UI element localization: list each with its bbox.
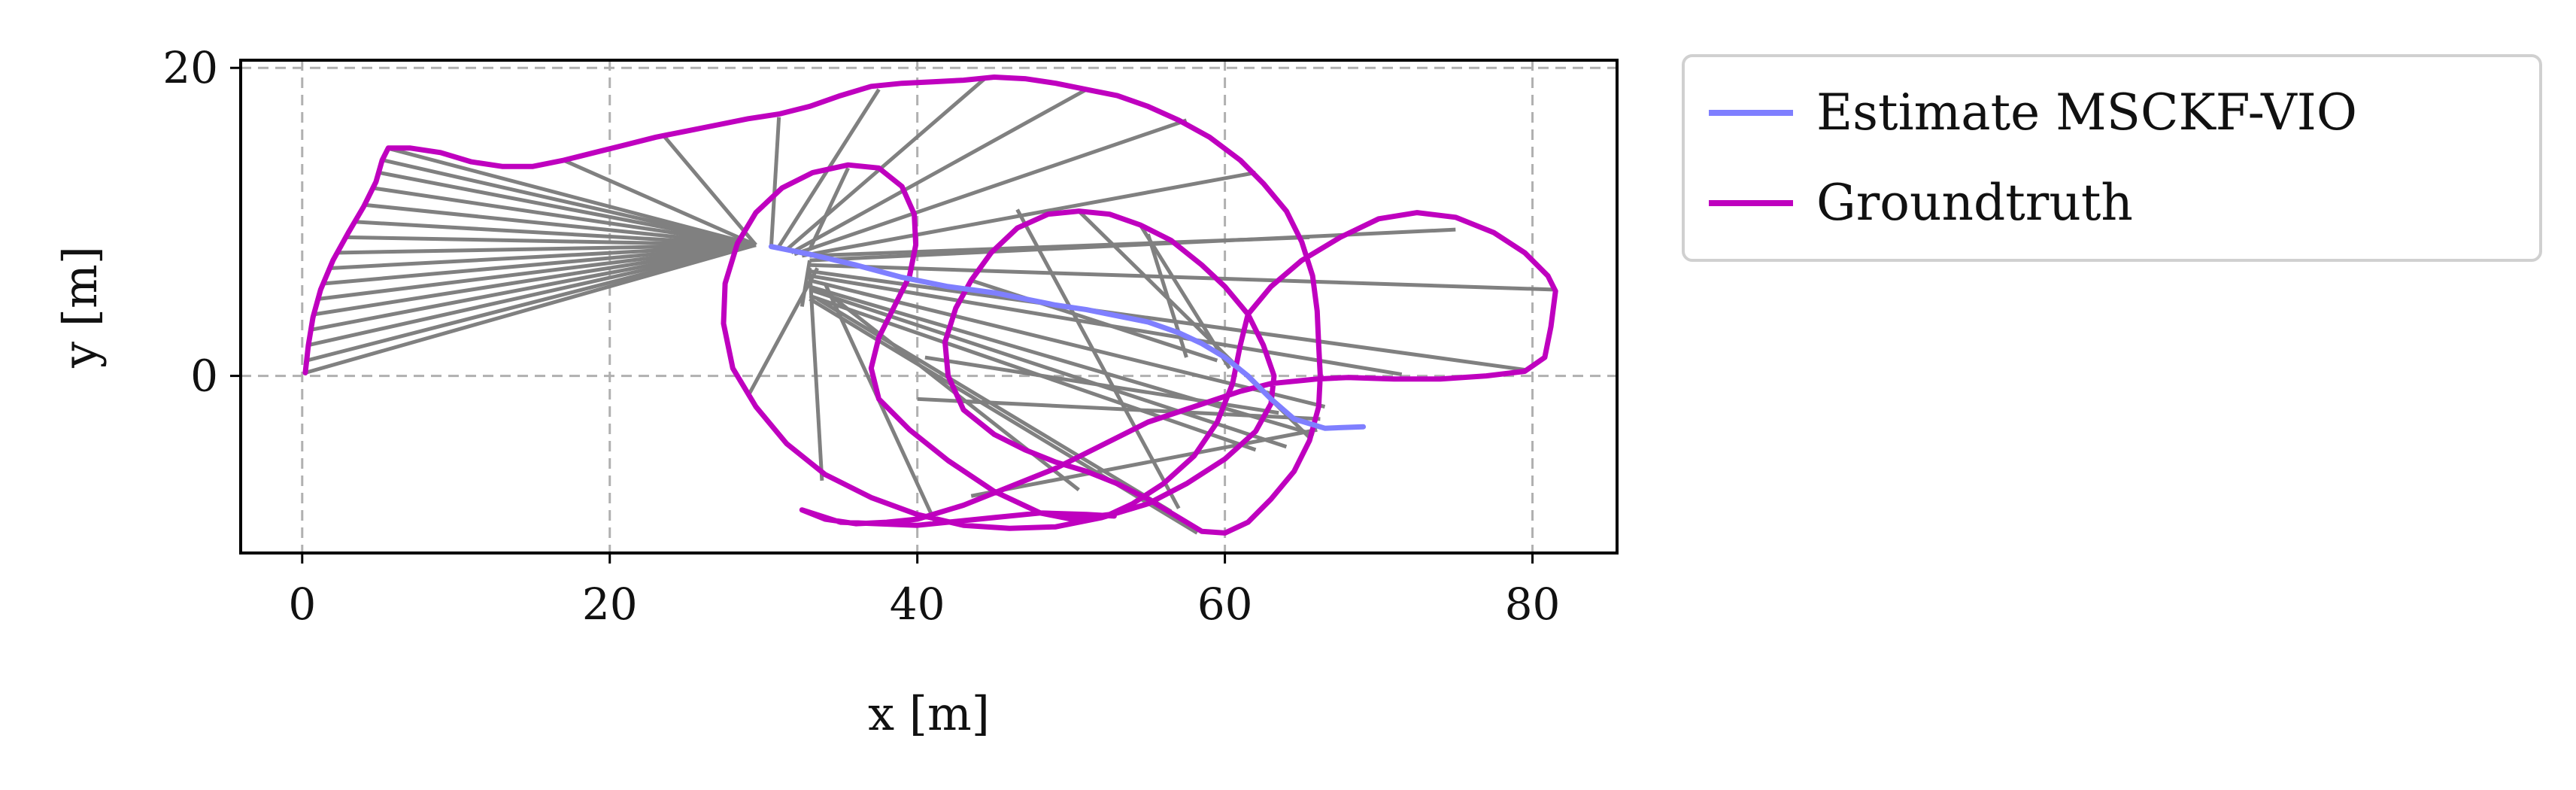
axis-ticks: 0 20 40 60 80 0 20 <box>162 42 1560 630</box>
correspondence-line <box>563 158 757 247</box>
series-line-estimate-msckf-vio <box>768 244 1367 431</box>
correspondence-line <box>808 167 850 251</box>
x-tick-label: 80 <box>1505 579 1561 630</box>
correspondence-line <box>372 186 757 248</box>
grid-lines <box>241 60 1617 553</box>
y-axis-label: y [m] <box>53 246 108 369</box>
correspondence-line <box>305 243 757 375</box>
correspondence-line <box>1145 233 1188 358</box>
correspondence-line <box>793 118 1188 257</box>
correspondence-line <box>970 427 1318 498</box>
correspondence-line <box>809 263 1556 292</box>
x-tick-label: 60 <box>1197 579 1253 630</box>
x-tick-label: 0 <box>288 579 316 630</box>
correspondence-line <box>356 220 757 248</box>
legend-box <box>1682 54 2542 262</box>
series-line-groundtruth <box>302 74 1558 536</box>
correspondence-line <box>785 75 988 251</box>
plot-frame <box>239 59 1619 555</box>
correspondence-line <box>746 267 819 397</box>
correspondence-line <box>924 355 1279 415</box>
legend-entries: Estimate MSCKF-VIO Groundtruth <box>1709 84 2357 232</box>
correspondence-line <box>331 243 757 270</box>
x-tick-label: 20 <box>582 579 638 630</box>
correspondence-line <box>808 268 824 481</box>
correspondence-line <box>790 87 1088 255</box>
correspondence-line <box>769 117 781 247</box>
correspondence-line <box>917 397 1321 421</box>
correspondence-lines <box>305 75 1556 535</box>
correspondence-line <box>314 243 757 317</box>
correspondence-line <box>809 227 1456 263</box>
correspondence-line <box>1015 208 1181 509</box>
correspondence-line <box>801 170 1256 258</box>
x-tick-label: 40 <box>890 579 945 630</box>
legend-label: Estimate MSCKF-VIO <box>1816 84 2357 141</box>
correspondence-line <box>338 243 757 255</box>
correspondence-line <box>365 202 757 248</box>
correspondence-line <box>325 243 757 286</box>
correspondence-line <box>306 243 757 363</box>
correspondence-line <box>383 158 757 248</box>
correspondence-line <box>318 243 757 301</box>
correspondence-line <box>378 170 757 248</box>
y-tick-label: 20 <box>162 42 218 93</box>
correspondence-line <box>347 235 757 248</box>
x-axis-label: x [m] <box>868 686 990 741</box>
correspondence-line <box>386 146 757 248</box>
correspondence-line <box>308 243 757 348</box>
legend: Estimate MSCKF-VIO Groundtruth <box>1682 54 2542 262</box>
correspondence-line <box>311 243 757 332</box>
trajectory-series <box>302 74 1558 536</box>
correspondence-line <box>809 269 1525 372</box>
y-tick-label: 0 <box>190 351 218 402</box>
correspondence-line <box>816 297 1173 513</box>
legend-label: Groundtruth <box>1816 174 2133 232</box>
correspondence-line <box>800 260 812 307</box>
correspondence-line <box>662 134 757 247</box>
